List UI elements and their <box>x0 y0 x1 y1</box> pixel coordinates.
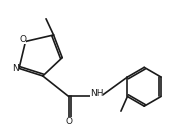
Text: O: O <box>65 117 72 126</box>
Text: N: N <box>12 64 19 73</box>
Text: O: O <box>19 35 26 44</box>
Text: NH: NH <box>90 89 103 98</box>
